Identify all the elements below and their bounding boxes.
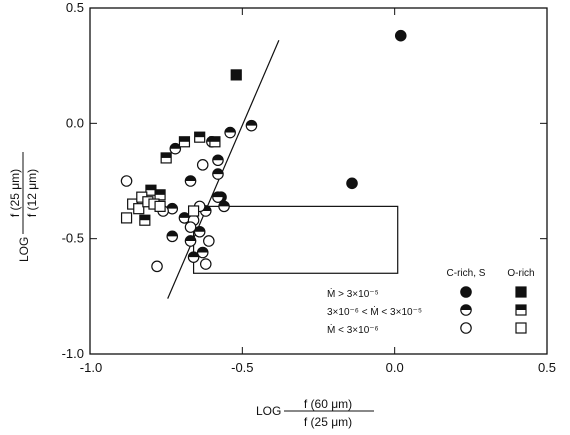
data-point-half-square [209, 136, 221, 148]
data-point-half-square [145, 184, 157, 196]
reference-box [192, 205, 399, 274]
data-point-empty-circle [199, 258, 212, 270]
data-point-half-circle-fill [218, 201, 230, 207]
data-point-half-circle [218, 200, 230, 213]
data-point-half-circle-fill [197, 247, 208, 253]
data-point-half-circle-fill [188, 251, 199, 258]
data-point-half-circle [212, 154, 224, 167]
data-point-half-circle [193, 225, 206, 238]
y-axis-ticks [90, 7, 547, 355]
y-tick-label: 0.0 [66, 115, 84, 130]
data-point-half-square-fill [161, 152, 172, 158]
legend-marker-half-square [515, 304, 527, 316]
data-point-half-square-fill [139, 215, 150, 221]
x-tick-label: -1.0 [80, 360, 102, 375]
legend-marker-half-circle-fill [460, 304, 472, 310]
separation-line [167, 40, 280, 299]
data-point-half-square [178, 136, 191, 148]
legend-marker-half-square-fill [516, 305, 526, 310]
legend: C-rich, S O-rich Ṁ > 3×10⁻⁵ 3×10⁻⁶ < Ṁ <… [327, 268, 535, 336]
legend-marker-full-circle [460, 286, 472, 298]
x-axis-ticks [89, 8, 548, 354]
data-point-half-circle [166, 230, 179, 243]
x-axis-label-numerator: f (60 μm) [304, 397, 352, 411]
data-points [120, 29, 407, 273]
plot-frame [89, 7, 548, 355]
y-tick-label: -0.5 [62, 231, 84, 246]
y-tick-label: 0.5 [66, 0, 84, 15]
x-tick-label: -0.5 [231, 360, 253, 375]
legend-marker-empty-circle [460, 322, 472, 334]
data-point-empty-circle [203, 235, 215, 247]
data-point-empty-circle [151, 260, 163, 273]
legend-marker-full-square [515, 286, 527, 298]
x-axis-tick-labels: -1.0 -0.5 0.0 0.5 [80, 360, 556, 375]
y-axis-label: LOG f (25 μm) f (12 μm) [8, 152, 39, 262]
x-axis-label: LOG f (60 μm) f (25 μm) [256, 397, 374, 429]
x-tick-label: 0.5 [538, 360, 556, 375]
y-axis-label-prefix: LOG [17, 237, 31, 262]
data-point-half-circle-fill [212, 168, 224, 175]
data-point-half-circle-fill [170, 143, 181, 149]
data-point-half-square-fill [145, 185, 156, 191]
data-point-empty-square [120, 212, 133, 224]
data-point-half-circle [212, 168, 224, 180]
data-point-half-circle [184, 235, 197, 247]
data-point-half-circle-fill [167, 203, 178, 209]
legend-marker-half-circle [460, 304, 472, 316]
y-axis-tick-labels: -1.0 -0.5 0.0 0.5 [62, 0, 84, 361]
y-tick-label: -1.0 [62, 346, 84, 361]
data-point-half-circle-fill [194, 226, 205, 232]
data-point-half-circle-fill [167, 231, 178, 237]
legend-header-o-rich: O-rich [507, 268, 534, 279]
data-point-half-circle-fill [246, 120, 257, 126]
data-point-empty-circle [196, 159, 209, 171]
data-point-full-circle [346, 177, 358, 190]
x-axis-label-prefix: LOG [256, 404, 281, 418]
y-axis-label-numerator: f (25 μm) [8, 169, 22, 217]
data-point-half-circle [184, 175, 197, 187]
data-point-half-circle [187, 251, 200, 263]
x-tick-label: 0.0 [386, 360, 404, 375]
legend-label-high-mass-loss: Ṁ > 3×10⁻⁵ [327, 287, 379, 300]
data-point-half-square [160, 152, 172, 164]
data-point-half-circle-fill [212, 191, 224, 198]
data-point-half-square [154, 189, 166, 201]
data-point-empty-square [133, 203, 145, 215]
legend-header-c-rich: C-rich, S [447, 268, 486, 279]
data-point-full-circle [394, 29, 407, 42]
data-point-half-circle [169, 142, 182, 155]
data-point-half-square-fill [179, 136, 190, 142]
data-point-half-circle-fill [185, 235, 196, 241]
data-point-half-circle [224, 126, 236, 139]
data-point-empty-circle [184, 221, 197, 233]
data-point-empty-circle [120, 175, 133, 187]
data-point-half-circle-fill [185, 175, 196, 181]
data-point-half-circle-fill [212, 155, 224, 161]
data-point-empty-square [187, 205, 200, 217]
y-axis-label-denominator: f (12 μm) [25, 169, 39, 217]
data-point-half-square-fill [155, 189, 166, 195]
data-point-half-square-fill [209, 136, 220, 142]
legend-label-low-mass-loss: Ṁ < 3×10⁻⁶ [327, 323, 379, 336]
data-point-half-circle-fill [179, 212, 190, 218]
data-point-half-square [194, 131, 206, 143]
data-point-half-circle [196, 246, 209, 259]
data-point-half-circle [212, 191, 224, 203]
data-point-half-circle-fill [224, 127, 236, 133]
data-point-half-square-fill [194, 132, 205, 138]
data-point-full-square [230, 69, 242, 81]
data-point-half-circle [245, 119, 258, 132]
legend-markers [460, 286, 527, 334]
data-point-half-square [139, 214, 151, 226]
legend-marker-empty-square [515, 322, 527, 334]
data-point-empty-square [154, 200, 166, 212]
legend-label-mid-mass-loss: 3×10⁻⁶ < Ṁ < 3×10⁻⁵ [327, 305, 422, 318]
x-axis-label-denominator: f (25 μm) [304, 415, 352, 429]
